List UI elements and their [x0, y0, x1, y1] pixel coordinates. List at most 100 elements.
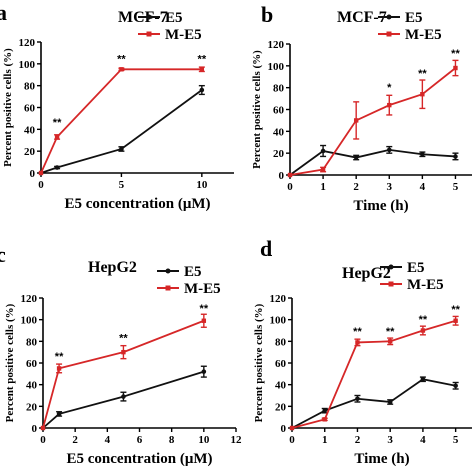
y-tick-label: 40	[24, 124, 36, 136]
legend-swatch-marker	[146, 31, 152, 37]
y-axis-label: Percent positive cells (%)	[253, 303, 265, 422]
y-tick-label: 40	[26, 380, 38, 392]
series-m-e5	[289, 315, 459, 431]
legend-swatch-marker	[388, 264, 394, 270]
x-tick-label: 1	[322, 434, 328, 446]
y-tick-label: 0	[279, 170, 285, 182]
series-m-e5	[38, 66, 205, 176]
chart-panel-a: 0 20 40 60 80 100 120 0 5 10 E5 concentration (μM)…	[0, 0, 234, 212]
data-point	[201, 318, 207, 323]
legend-label: E5	[165, 10, 183, 26]
x-tick-label: 5	[453, 434, 459, 446]
data-point	[386, 147, 392, 153]
x-tick-label: 4	[420, 181, 426, 193]
data-point	[54, 165, 60, 170]
data-point	[121, 349, 126, 355]
series-line	[289, 67, 457, 176]
x-tick-label: 2	[355, 434, 361, 446]
x-axis-label: E5 concentration (μM)	[67, 451, 213, 467]
y-tick-label: 0	[32, 423, 38, 435]
x-tick-label: 2	[72, 434, 78, 446]
data-point	[420, 328, 426, 333]
y-tick-label: 100	[19, 59, 36, 71]
y-tick-label: 80	[275, 336, 287, 348]
series-e5	[289, 376, 459, 431]
significance-label: **	[451, 48, 460, 60]
significance-label: **	[418, 68, 427, 80]
x-axis-label: E5 concentration (μM)	[65, 196, 211, 212]
data-point	[322, 417, 327, 422]
legend-label: E5	[405, 10, 423, 26]
x-tick-label: 3	[387, 434, 393, 446]
data-point	[56, 366, 62, 371]
x-tick-label: 0	[38, 179, 44, 191]
legend-label: E5	[407, 260, 425, 276]
data-point	[54, 134, 60, 140]
significance-label: **	[353, 326, 362, 338]
data-point	[453, 65, 458, 71]
legend-swatch-marker	[165, 285, 171, 291]
legend-label: M-E5	[405, 27, 442, 43]
y-tick-label: 40	[275, 380, 287, 392]
legend-swatch-marker	[165, 268, 171, 274]
x-tick-label: 8	[169, 434, 175, 446]
data-point	[387, 399, 393, 405]
data-point	[287, 172, 293, 178]
significance-label: **	[451, 304, 460, 316]
y-tick-label: 120	[270, 293, 287, 305]
panel-title: HepG2	[342, 265, 391, 282]
panel-letter: d	[260, 236, 272, 261]
significance-label: **	[53, 117, 62, 129]
data-point	[353, 155, 359, 160]
legend-label: M-E5	[184, 281, 221, 297]
legend-label: M-E5	[165, 27, 202, 43]
series-e5	[287, 144, 459, 178]
x-tick-label: 2	[353, 181, 359, 193]
series-line	[289, 148, 456, 176]
panel-title: HepG2	[88, 259, 137, 276]
panel-letter: c	[0, 242, 6, 267]
data-point	[40, 425, 46, 431]
data-point	[320, 148, 326, 154]
data-point	[420, 151, 425, 157]
legend-swatch-marker	[146, 14, 152, 20]
y-tick-label: 100	[270, 315, 287, 327]
y-tick-label: 0	[30, 168, 36, 180]
x-tick-label: 0	[40, 434, 46, 446]
y-tick-label: 60	[24, 103, 36, 115]
chart-panel-c: 0 20 40 60 80 100 120 0 2 4 6 8 10 12 E5 concentration…	[0, 242, 242, 467]
y-tick-label: 80	[26, 336, 38, 348]
x-tick-label: 4	[105, 434, 111, 446]
y-axis-label: Percent positive cells (%)	[4, 303, 16, 422]
y-tick-label: 80	[24, 81, 36, 93]
panel-title: MCF-7	[337, 9, 387, 26]
x-tick-label: 3	[387, 181, 393, 193]
x-tick-label: 5	[119, 179, 125, 191]
y-tick-label: 120	[268, 39, 285, 51]
data-point	[119, 146, 124, 152]
legend: E5M-E5	[138, 10, 202, 43]
chart-panel-d: 0 20 40 60 80 100 120 0 1 2 3 4 5 Time (h) Percent pos…	[253, 236, 472, 467]
series-m-e5	[287, 59, 459, 178]
x-tick-label: 4	[420, 434, 426, 446]
x-tick-label: 1	[320, 181, 326, 193]
x-tick-label: 0	[287, 181, 293, 193]
x-tick-label: 0	[289, 434, 295, 446]
legend-label: M-E5	[407, 277, 444, 293]
legend-swatch-marker	[386, 31, 392, 37]
data-point	[453, 383, 458, 389]
series-line	[40, 68, 202, 174]
legend-label: E5	[184, 264, 202, 280]
panel-letter: b	[261, 2, 273, 27]
y-tick-label: 20	[273, 148, 285, 160]
significance-label: **	[200, 303, 209, 315]
y-tick-label: 60	[275, 358, 287, 370]
legend-swatch-marker	[388, 281, 394, 287]
series-m-e5	[40, 313, 207, 431]
series-e5	[38, 84, 205, 176]
data-point	[289, 425, 295, 431]
significance-label: **	[198, 54, 207, 66]
significance-label: **	[117, 54, 126, 66]
data-point	[201, 369, 207, 374]
significance-label: **	[419, 314, 428, 326]
